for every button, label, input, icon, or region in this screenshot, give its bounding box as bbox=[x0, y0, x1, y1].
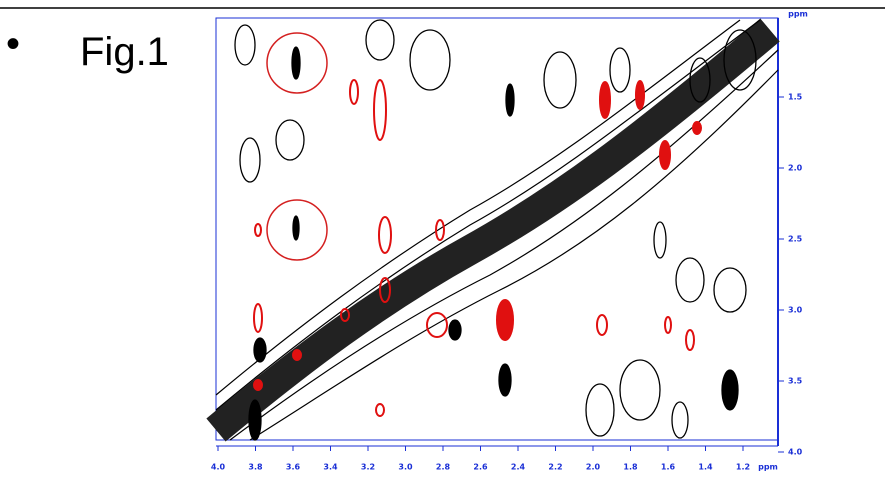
x-tick-label: 2.4 bbox=[511, 463, 526, 472]
x-tick-label: 4.0 bbox=[211, 463, 226, 472]
x-tick-label: 3.6 bbox=[286, 463, 301, 472]
y-tick-label: 4.0 bbox=[788, 448, 803, 457]
x-tick-label: 3.4 bbox=[323, 463, 338, 472]
x-tick-label: 1.6 bbox=[661, 463, 676, 472]
x-unit: ppm bbox=[758, 463, 778, 472]
x-tick-label: 1.8 bbox=[623, 463, 638, 472]
y-tick-label: 1.5 bbox=[788, 93, 803, 102]
x-tick-label: 3.8 bbox=[248, 463, 263, 472]
slide: • Fig.1 bbox=[0, 0, 885, 488]
spectrum: ppm ppm 4.0 3.8 3.6 3.4 3.2 3.0 2.8 2.6 2.4 2.2 2.… bbox=[0, 0, 885, 488]
x-tick-label: 2.0 bbox=[586, 463, 601, 472]
y-tick-label: 3.5 bbox=[788, 377, 803, 386]
x-tick-label: 2.6 bbox=[473, 463, 488, 472]
x-tick-label: 1.4 bbox=[698, 463, 713, 472]
y-unit: ppm bbox=[788, 10, 808, 19]
x-tick-label: 1.2 bbox=[736, 463, 750, 472]
x-tick-label: 3.0 bbox=[398, 463, 413, 472]
diagonal-contours bbox=[216, 20, 778, 440]
y-tick-label: 3.0 bbox=[788, 306, 803, 315]
y-tick-label: 2.5 bbox=[788, 235, 803, 244]
x-tick-label: 2.8 bbox=[436, 463, 451, 472]
y-tick-label: 2.0 bbox=[788, 164, 803, 173]
x-tick-label: 2.2 bbox=[548, 463, 562, 472]
x-tick-label: 3.2 bbox=[361, 463, 375, 472]
